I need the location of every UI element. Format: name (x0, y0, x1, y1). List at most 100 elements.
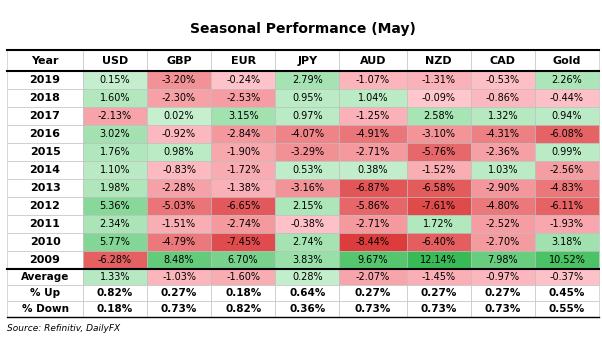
Text: -0.83%: -0.83% (162, 165, 196, 175)
Bar (275, 233, 340, 251)
Text: 0.36%: 0.36% (289, 304, 326, 314)
Bar (275, 143, 340, 161)
Text: 2015: 2015 (29, 147, 60, 157)
Bar (535, 269, 599, 285)
Bar (406, 197, 471, 215)
Bar (471, 285, 535, 301)
Text: NZD: NZD (426, 55, 452, 65)
Bar (406, 161, 471, 179)
Text: 0.73%: 0.73% (355, 304, 391, 314)
Text: -4.79%: -4.79% (162, 237, 196, 247)
Bar (471, 143, 535, 161)
Bar (471, 50, 535, 71)
Text: 1.72%: 1.72% (423, 219, 454, 229)
Bar (535, 285, 599, 301)
Text: -4.91%: -4.91% (356, 129, 390, 139)
Bar (275, 107, 340, 125)
Text: 2014: 2014 (29, 165, 61, 175)
Text: -1.25%: -1.25% (356, 111, 390, 121)
Text: 1.04%: 1.04% (358, 93, 388, 103)
Bar (211, 179, 275, 197)
Text: GBP: GBP (166, 55, 192, 65)
Bar (147, 197, 211, 215)
Text: -1.93%: -1.93% (550, 219, 584, 229)
Text: -2.56%: -2.56% (550, 165, 584, 175)
Text: 2.79%: 2.79% (292, 75, 323, 85)
Bar (275, 251, 340, 269)
Bar (83, 50, 147, 71)
Bar (471, 215, 535, 233)
Bar (83, 215, 147, 233)
Bar (406, 233, 471, 251)
Text: 2010: 2010 (29, 237, 60, 247)
Text: 1.10%: 1.10% (100, 165, 130, 175)
Bar (147, 215, 211, 233)
Text: USD: USD (102, 55, 128, 65)
Text: 0.45%: 0.45% (549, 288, 585, 298)
Bar (211, 251, 275, 269)
Bar (147, 89, 211, 107)
Bar (340, 107, 406, 125)
Text: Gold: Gold (553, 55, 581, 65)
Bar (471, 107, 535, 125)
Bar (7, 269, 83, 285)
Bar (147, 125, 211, 143)
Text: AUD: AUD (360, 55, 386, 65)
Bar (275, 197, 340, 215)
Bar (83, 301, 147, 317)
Text: -1.60%: -1.60% (226, 272, 260, 282)
Bar (471, 233, 535, 251)
Text: -1.38%: -1.38% (226, 183, 260, 193)
Bar (471, 269, 535, 285)
Bar (211, 125, 275, 143)
Bar (471, 179, 535, 197)
Bar (275, 125, 340, 143)
Bar (471, 301, 535, 317)
Bar (7, 50, 83, 71)
Text: 0.02%: 0.02% (164, 111, 194, 121)
Text: 3.02%: 3.02% (99, 129, 130, 139)
Text: -4.83%: -4.83% (550, 183, 584, 193)
Text: -1.31%: -1.31% (422, 75, 456, 85)
Text: 3.15%: 3.15% (228, 111, 258, 121)
Text: Average: Average (21, 272, 69, 282)
Bar (7, 107, 83, 125)
Text: -0.37%: -0.37% (550, 272, 584, 282)
Bar (471, 125, 535, 143)
Text: -0.97%: -0.97% (486, 272, 520, 282)
Bar (406, 179, 471, 197)
Text: JPY: JPY (297, 55, 317, 65)
Bar (211, 71, 275, 89)
Text: 2017: 2017 (29, 111, 60, 121)
Bar (406, 269, 471, 285)
Bar (275, 71, 340, 89)
Bar (147, 269, 211, 285)
Bar (535, 125, 599, 143)
Bar (211, 107, 275, 125)
Text: 2018: 2018 (29, 93, 60, 103)
Bar (7, 301, 83, 317)
Bar (83, 285, 147, 301)
Text: -4.07%: -4.07% (290, 129, 324, 139)
Text: 2012: 2012 (29, 201, 60, 211)
Bar (535, 107, 599, 125)
Text: -6.65%: -6.65% (226, 201, 260, 211)
Text: 0.98%: 0.98% (164, 147, 194, 157)
Text: Seasonal Performance (May): Seasonal Performance (May) (190, 22, 416, 36)
Bar (7, 161, 83, 179)
Text: EUR: EUR (231, 55, 256, 65)
Bar (471, 71, 535, 89)
Text: 2013: 2013 (29, 183, 60, 193)
Text: -2.28%: -2.28% (162, 183, 196, 193)
Text: 12.14%: 12.14% (420, 255, 457, 265)
Text: -6.40%: -6.40% (422, 237, 456, 247)
Text: 2019: 2019 (29, 75, 61, 85)
Bar (211, 285, 275, 301)
Bar (275, 50, 340, 71)
Text: 0.27%: 0.27% (485, 288, 521, 298)
Text: -2.71%: -2.71% (356, 219, 390, 229)
Bar (83, 71, 147, 89)
Bar (147, 233, 211, 251)
Text: 2.58%: 2.58% (423, 111, 454, 121)
Text: -2.13%: -2.13% (98, 111, 132, 121)
